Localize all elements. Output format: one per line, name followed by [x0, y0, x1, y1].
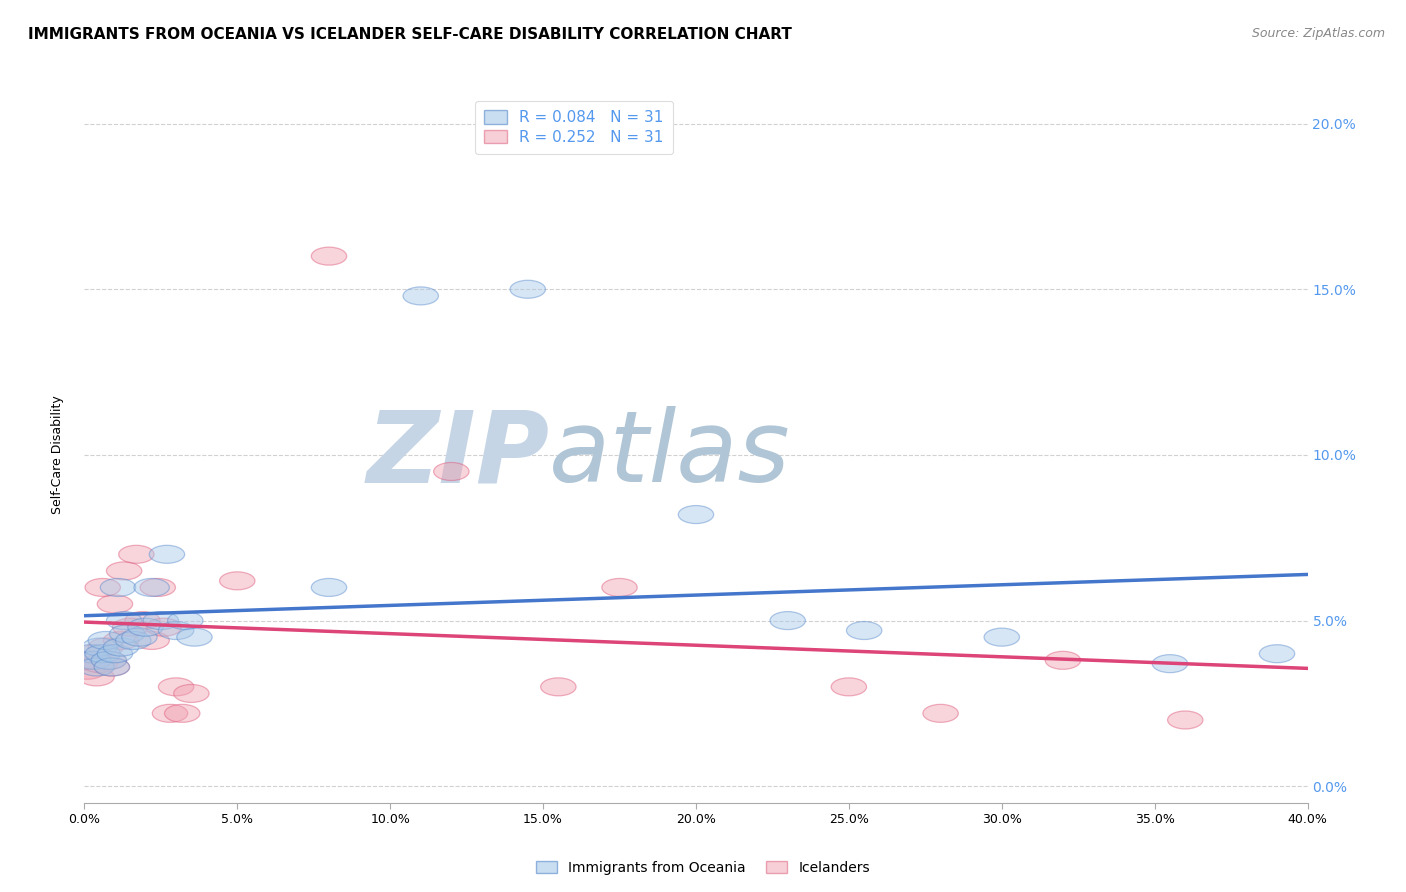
Ellipse shape: [311, 578, 347, 597]
Ellipse shape: [91, 651, 127, 669]
Ellipse shape: [107, 562, 142, 580]
Ellipse shape: [831, 678, 866, 696]
Ellipse shape: [122, 628, 157, 646]
Legend: R = 0.084   N = 31, R = 0.252   N = 31: R = 0.084 N = 31, R = 0.252 N = 31: [475, 101, 672, 153]
Ellipse shape: [118, 545, 155, 564]
Ellipse shape: [1260, 645, 1295, 663]
Ellipse shape: [1153, 655, 1188, 673]
Ellipse shape: [177, 628, 212, 646]
Ellipse shape: [134, 632, 169, 649]
Ellipse shape: [97, 595, 132, 613]
Ellipse shape: [541, 678, 576, 696]
Ellipse shape: [167, 612, 202, 630]
Ellipse shape: [165, 705, 200, 723]
Ellipse shape: [174, 684, 209, 703]
Ellipse shape: [146, 618, 181, 636]
Ellipse shape: [846, 622, 882, 640]
Ellipse shape: [1045, 651, 1081, 669]
Ellipse shape: [84, 578, 121, 597]
Ellipse shape: [110, 624, 145, 643]
Ellipse shape: [104, 632, 139, 649]
Ellipse shape: [143, 612, 179, 630]
Ellipse shape: [73, 645, 108, 663]
Ellipse shape: [89, 638, 124, 657]
Text: atlas: atlas: [550, 407, 790, 503]
Text: IMMIGRANTS FROM OCEANIA VS ICELANDER SELF-CARE DISABILITY CORRELATION CHART: IMMIGRANTS FROM OCEANIA VS ICELANDER SEL…: [28, 27, 792, 42]
Ellipse shape: [97, 645, 132, 663]
Ellipse shape: [107, 612, 142, 630]
Ellipse shape: [73, 651, 108, 669]
Ellipse shape: [82, 655, 117, 673]
Ellipse shape: [115, 632, 150, 649]
Y-axis label: Self-Care Disability: Self-Care Disability: [51, 395, 63, 515]
Ellipse shape: [404, 287, 439, 305]
Ellipse shape: [922, 705, 959, 723]
Text: ZIP: ZIP: [366, 407, 550, 503]
Ellipse shape: [79, 668, 114, 686]
Ellipse shape: [76, 651, 111, 669]
Ellipse shape: [984, 628, 1019, 646]
Ellipse shape: [125, 612, 160, 630]
Legend: Immigrants from Oceania, Icelanders: Immigrants from Oceania, Icelanders: [530, 855, 876, 880]
Ellipse shape: [141, 578, 176, 597]
Ellipse shape: [84, 645, 121, 663]
Text: Source: ZipAtlas.com: Source: ZipAtlas.com: [1251, 27, 1385, 40]
Ellipse shape: [159, 622, 194, 640]
Ellipse shape: [1167, 711, 1204, 729]
Ellipse shape: [112, 618, 148, 636]
Ellipse shape: [94, 658, 129, 676]
Ellipse shape: [104, 638, 139, 657]
Ellipse shape: [76, 645, 111, 663]
Ellipse shape: [100, 578, 136, 597]
Ellipse shape: [510, 280, 546, 298]
Ellipse shape: [152, 705, 187, 723]
Ellipse shape: [159, 678, 194, 696]
Ellipse shape: [219, 572, 254, 590]
Ellipse shape: [678, 506, 714, 524]
Ellipse shape: [311, 247, 347, 265]
Ellipse shape: [82, 638, 117, 657]
Ellipse shape: [70, 661, 105, 680]
Ellipse shape: [128, 618, 163, 636]
Ellipse shape: [433, 462, 470, 481]
Ellipse shape: [79, 658, 114, 676]
Ellipse shape: [91, 651, 127, 669]
Ellipse shape: [94, 658, 129, 676]
Ellipse shape: [89, 632, 124, 649]
Ellipse shape: [134, 578, 169, 597]
Ellipse shape: [149, 545, 184, 564]
Ellipse shape: [770, 612, 806, 630]
Ellipse shape: [602, 578, 637, 597]
